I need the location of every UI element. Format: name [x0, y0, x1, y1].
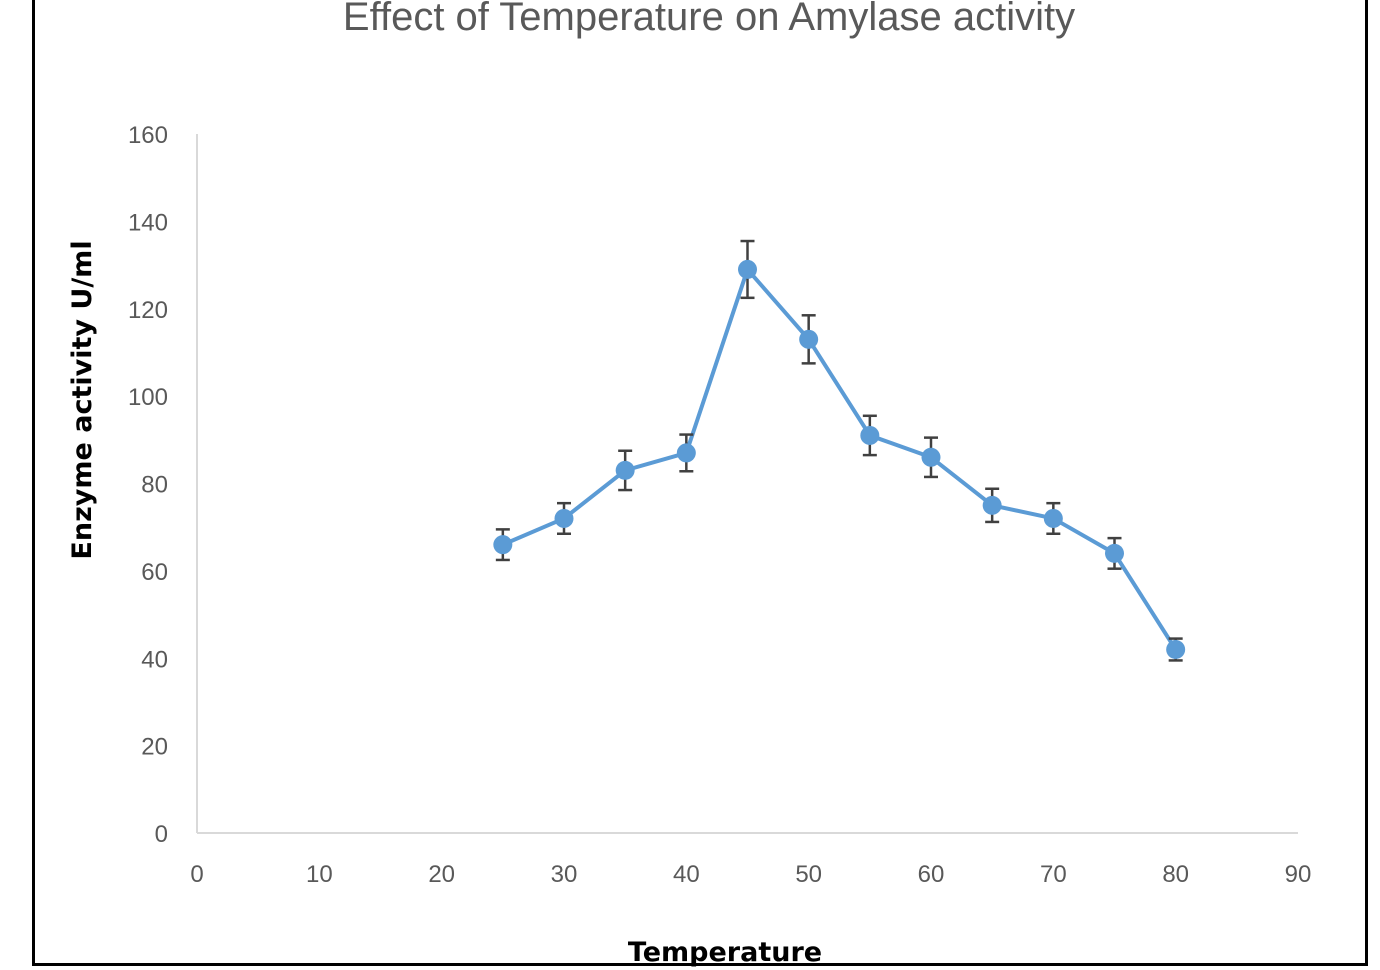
y-axis-title: Enzyme activity U/ml — [67, 240, 98, 559]
x-axis-title: Temperature — [628, 937, 822, 968]
x-tick-label: 20 — [428, 861, 455, 888]
data-point — [1043, 508, 1063, 528]
data-point — [921, 447, 941, 467]
data-point — [982, 495, 1002, 515]
x-tick-labels: 0 10 20 30 40 50 60 70 80 90 — [190, 861, 1311, 888]
data-point — [1105, 543, 1124, 563]
x-tick-label: 10 — [306, 861, 333, 888]
y-tick-label: 140 — [128, 209, 168, 236]
series-layer — [493, 239, 1186, 662]
y-tick-label: 100 — [128, 384, 168, 411]
data-point — [554, 508, 574, 528]
x-tick-label: 30 — [551, 861, 578, 888]
data-point — [493, 535, 513, 555]
x-tick-label: 0 — [190, 861, 203, 888]
data-point — [860, 425, 880, 445]
y-tick-label: 160 — [128, 122, 168, 149]
y-tick-label: 60 — [141, 559, 168, 586]
x-tick-label: 70 — [1040, 861, 1067, 888]
x-tick-label: 50 — [795, 861, 822, 888]
series-line — [502, 267, 1178, 651]
data-point — [615, 460, 635, 480]
y-tick-label: 40 — [141, 646, 168, 673]
data-point — [799, 329, 819, 349]
y-tick-label: 120 — [128, 297, 168, 324]
x-tick-label: 60 — [918, 861, 945, 888]
axes — [196, 134, 1298, 834]
data-point — [1166, 640, 1186, 660]
chart-title: Effect of Temperature on Amylase activit… — [343, 0, 1075, 39]
y-tick-label: 20 — [141, 734, 168, 761]
data-point — [676, 443, 696, 463]
x-tick-label: 90 — [1285, 861, 1312, 888]
x-tick-label: 40 — [673, 861, 700, 888]
y-tick-labels: 0 20 40 60 80 100 120 140 160 — [128, 122, 168, 848]
data-point — [738, 259, 757, 279]
y-tick-label: 80 — [141, 472, 168, 499]
y-tick-label: 0 — [155, 821, 168, 848]
x-tick-label: 80 — [1162, 861, 1189, 888]
chart-frame — [32, 0, 1368, 966]
